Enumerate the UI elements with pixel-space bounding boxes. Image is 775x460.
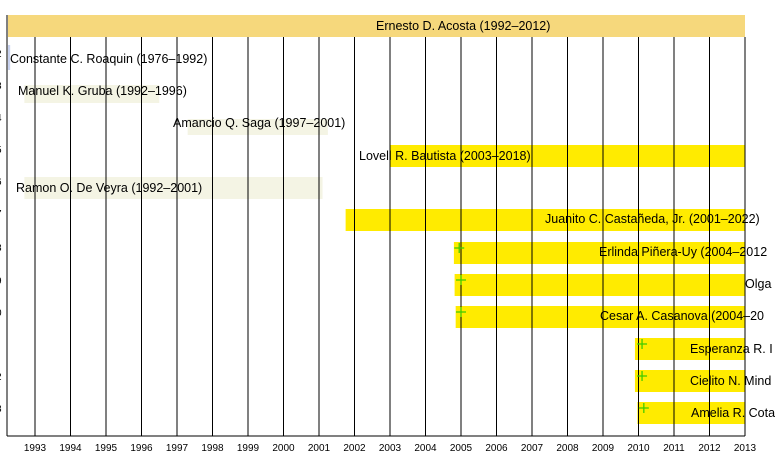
x-tick-label: 2003 [378,443,402,454]
row-number-label: 4 [0,113,2,124]
plus-marker-icon [456,275,466,285]
x-tick-label: 2009 [591,443,615,454]
timeline-bar [634,370,745,392]
timeline-bar [454,274,745,296]
bar-label: Amelia R. Cota [691,406,775,420]
row-number-label: 0 [0,308,2,319]
timeline-bar [637,402,745,424]
row-number-label: 7 [0,209,2,220]
x-tick-label: 1994 [59,443,82,454]
row-number-label: 2 [0,372,2,383]
row-number-label: 6 [0,177,2,188]
timeline-bar [8,15,745,37]
timeline-bar [8,45,11,70]
x-tick-label: 2011 [663,443,685,454]
timeline-bar [453,242,745,264]
x-tick-label: 2007 [520,443,544,454]
bar-label: Olga [745,277,772,291]
x-tick-label: 2006 [485,443,508,454]
timeline-bar [24,85,160,103]
x-tick-label: 1997 [165,443,189,454]
timeline-bar [345,209,745,231]
row-number-label: 3 [0,404,2,415]
x-tick-label: 2013 [733,443,757,454]
bar-label: Cielito N. Mind [690,374,772,388]
bar-label: Constante C. Roaquin (1976–1992) [10,52,208,66]
x-tick-label: 1996 [130,443,153,454]
bar-label: Lovell R. Bautista (2003–2018) [359,149,531,163]
row-number-label: 8 [0,243,2,254]
x-tick-label: 1993 [23,443,47,454]
x-tick-label: 2012 [698,443,721,454]
timeline-bar [455,306,745,328]
x-tick-label: 2001 [307,443,331,454]
x-tick-label: 1998 [201,443,224,454]
bar-label: Esperanza R. I [690,342,773,356]
bar-label: Ernesto D. Acosta (1992–2012) [376,19,551,33]
x-tick-label: 1999 [236,443,260,454]
x-tick-label: 2010 [627,443,650,454]
row-number-label: 5 [0,145,2,156]
bar-label: Ramon O. De Veyra (1992–2001) [16,181,203,195]
plus-marker-icon [637,339,648,349]
x-tick-label: 1995 [94,443,118,454]
x-tick-label: 2008 [556,443,579,454]
bar-label: Amancio Q. Saga (1997–2001) [173,116,346,130]
bar-label: Juanito C. Castañeda, Jr. (2001–2022) [545,212,760,226]
x-tick-label: 2005 [449,443,473,454]
bar-label: Cesar A. Casanova (2004–20 [600,309,764,323]
plus-marker-icon [456,307,466,317]
plus-marker-icon [637,371,648,381]
x-tick-label: 2000 [272,443,295,454]
row-number-label: 2 [0,49,2,60]
row-number-label: 3 [0,81,2,92]
plus-marker-icon [638,403,649,413]
bar-label: Manuel K. Gruba (1992–1996) [18,84,187,98]
x-tick-label: 2004 [414,443,437,454]
bar-label: Erlinda Piñera-Uy (2004–2012 [599,245,768,259]
timeline-bar [187,119,328,135]
x-tick-label: 2002 [343,443,366,454]
timeline-bar [634,338,745,360]
plus-marker-icon [454,243,465,253]
row-number-label: 9 [0,276,2,287]
